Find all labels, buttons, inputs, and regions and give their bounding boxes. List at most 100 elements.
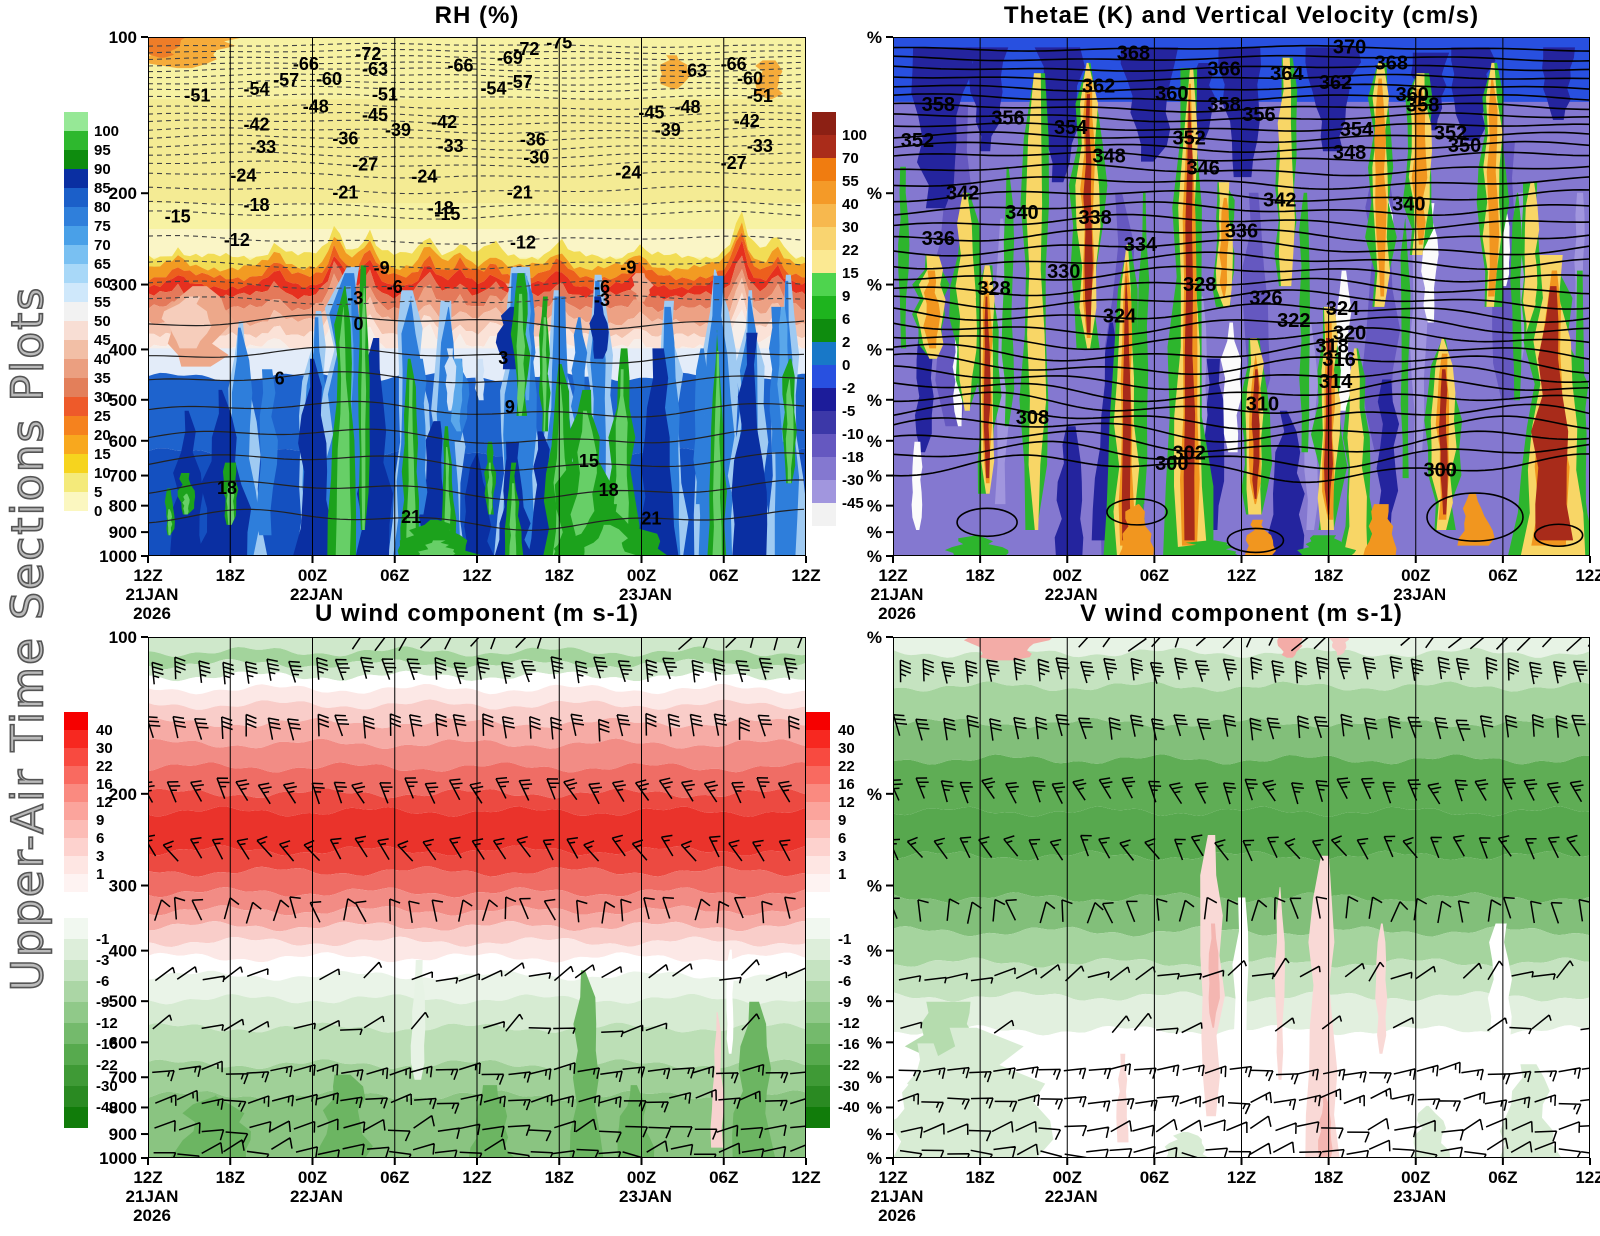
- colorbar-label: 70: [94, 237, 111, 254]
- contour-label: -60: [737, 69, 763, 89]
- contour-label: -42: [431, 112, 457, 132]
- contour-label: -45: [638, 102, 664, 122]
- contour-label: -60: [316, 69, 342, 89]
- colorbar-label: -3: [96, 952, 109, 969]
- contour-label: -21: [507, 183, 533, 203]
- contour-label: -18: [428, 198, 454, 218]
- vv-closed-contour: [1106, 498, 1168, 526]
- colorbar-swatch: [64, 169, 88, 188]
- rh-colorbar: 1009590858075706560555045403530252015105…: [64, 112, 119, 530]
- temperature-contour-solid: [148, 452, 805, 472]
- colorbar-label: 95: [94, 142, 111, 159]
- pressure-tick-label: 1000: [99, 547, 137, 566]
- vv-updraft-red-core: [983, 296, 991, 479]
- vv-navy-col: [1305, 47, 1362, 152]
- rh-orange-patch: [659, 55, 691, 89]
- colorbar-swatch: [64, 1023, 88, 1044]
- date-label: 21JAN: [126, 1187, 179, 1206]
- rh-midblue-col: [256, 369, 278, 536]
- colorbar-swatch: [812, 204, 836, 227]
- rh-saturated-core: [542, 317, 547, 432]
- wind-barb-row: [153, 896, 796, 924]
- contour-label: 328: [1183, 274, 1216, 296]
- contour-label: 300: [1155, 453, 1188, 475]
- colorbar-swatch: [806, 856, 830, 874]
- contour-label: -69: [497, 48, 523, 68]
- time-tick-label: 12Z: [878, 566, 907, 585]
- percent-tick-label: %: [867, 877, 882, 896]
- temperature-contour-solid: [148, 428, 805, 444]
- rh-saturated-core: [584, 524, 639, 556]
- colorbar-swatch: [806, 802, 830, 820]
- colorbar-swatch: [64, 150, 88, 169]
- vv-bottom-green: [1297, 535, 1357, 556]
- temperature-contour-dashed: [148, 85, 805, 92]
- colorbar-swatch: [64, 131, 88, 150]
- rh-saturated-plume: [397, 519, 485, 556]
- contour-label: 310: [1246, 393, 1279, 415]
- thetae-colorbar: 100 70 55 40 30 22 15 9 6 2 0 -2 -5 -10 -18 -30 -45: [812, 112, 867, 526]
- contour-label: -24: [230, 166, 256, 186]
- vv-updraft-red-core: [1121, 275, 1132, 541]
- contour-label: 3: [498, 348, 508, 368]
- temperature-contour-dashed: [148, 42, 805, 48]
- colorbar-label: 55: [842, 173, 859, 190]
- colorbar-label: -18: [842, 449, 864, 466]
- vv-bottom-orange: [1118, 504, 1155, 556]
- v-wind-patch: [1499, 1064, 1562, 1158]
- contour-label: 346: [1186, 157, 1219, 179]
- colorbar-label: 9: [842, 288, 850, 305]
- temperature-contour-dashed: [148, 171, 805, 179]
- time-tick-label: 18Z: [965, 1168, 994, 1187]
- time-tick-label: 18Z: [1314, 1168, 1343, 1187]
- colorbar-label: 100: [842, 127, 867, 144]
- percent-tick-label: %: [867, 1068, 882, 1087]
- time-tick-label: 18Z: [216, 1168, 245, 1187]
- contour-label: -48: [303, 96, 329, 116]
- wind-barb-row: [900, 1012, 1590, 1035]
- time-tick-label: 12Z: [878, 1168, 907, 1187]
- colorbar-swatch: [812, 181, 836, 204]
- contour-label: 15: [579, 451, 599, 471]
- temperature-contour-dashed: [148, 185, 804, 195]
- colorbar-label: 50: [94, 313, 111, 330]
- colorbar-label: 60: [94, 275, 111, 292]
- u-wind-patch: [569, 970, 604, 1158]
- colorbar-label: -40: [838, 1099, 860, 1116]
- contour-label: 330: [1047, 261, 1080, 283]
- temperature-contour-dashed: [148, 200, 805, 210]
- v-wind-patch: [1277, 637, 1303, 658]
- colorbar-swatch: [64, 981, 88, 1002]
- contour-label: 318: [1315, 335, 1348, 357]
- date-label: 23JAN: [1393, 585, 1446, 604]
- contour-label: 342: [946, 182, 979, 204]
- pressure-tick-label: 700: [109, 467, 137, 486]
- time-tick-label: 06Z: [709, 566, 738, 585]
- wind-barb-row: [152, 1011, 760, 1038]
- wind-barb-row: [898, 1061, 1590, 1085]
- colorbar-label: 1: [96, 866, 104, 883]
- vv-bottom-orange: [1457, 493, 1495, 546]
- contour-label: -30: [523, 148, 549, 168]
- contour-label: 354: [1340, 119, 1374, 141]
- temperature-contour-dashed: [148, 67, 805, 73]
- contour-label: 340: [1392, 194, 1425, 216]
- colorbar-swatch: [64, 766, 88, 784]
- vv-closed-contour: [1226, 527, 1285, 554]
- contour-label: -27: [352, 155, 378, 175]
- percent-tick-label: %: [867, 1033, 882, 1052]
- contour-label: -36: [520, 129, 546, 149]
- contour-label: 350: [1448, 135, 1481, 157]
- vv-updraft: [955, 192, 978, 411]
- vv-navy-col: [1376, 379, 1400, 536]
- colorbar-swatch: [64, 340, 88, 359]
- colorbar-label: 6: [842, 311, 850, 328]
- rh-midblue-col: [693, 348, 709, 505]
- colorbar-swatch: [812, 480, 836, 503]
- temperature-contour-dashed: [148, 73, 805, 79]
- vv-bottom-green: [1169, 540, 1241, 556]
- contour-label: -63: [681, 60, 707, 80]
- contour-label: 366: [1207, 58, 1240, 80]
- date-label: 21JAN: [126, 585, 179, 604]
- date-label: 2026: [878, 604, 916, 623]
